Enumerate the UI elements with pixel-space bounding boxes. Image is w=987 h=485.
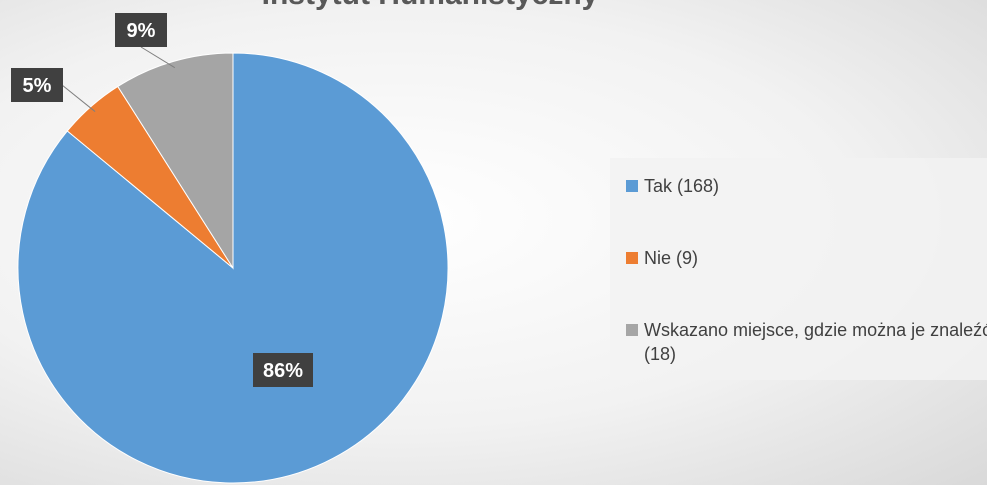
legend-item: Wskazano miejsce, gdzie można je znaleźć… (626, 318, 987, 366)
label-box (115, 13, 167, 47)
chart-title: Instytut Humanistyczny (262, 0, 599, 11)
data-label: 9% (127, 20, 156, 42)
data-label: 86% (263, 360, 303, 382)
leader-line (61, 84, 96, 112)
data-label: 5% (23, 75, 52, 97)
label-box (11, 68, 63, 102)
leader-line (140, 46, 176, 69)
legend: Tak (168) Nie (9) Wskazano miejsce, gdzie … (610, 158, 987, 380)
legend-item: Nie (9) (626, 246, 987, 270)
legend-item: Tak (168) (626, 174, 987, 198)
pie-slice (117, 52, 234, 270)
legend-label: Wskazano miejsce, gdzie można je znaleźć… (644, 320, 987, 364)
legend-swatch (626, 252, 638, 264)
legend-label: Nie (9) (644, 248, 699, 268)
legend-label: Tak (168) (644, 176, 720, 196)
label-box (253, 353, 313, 387)
legend-swatch (626, 180, 638, 192)
legend-swatch (626, 324, 638, 336)
